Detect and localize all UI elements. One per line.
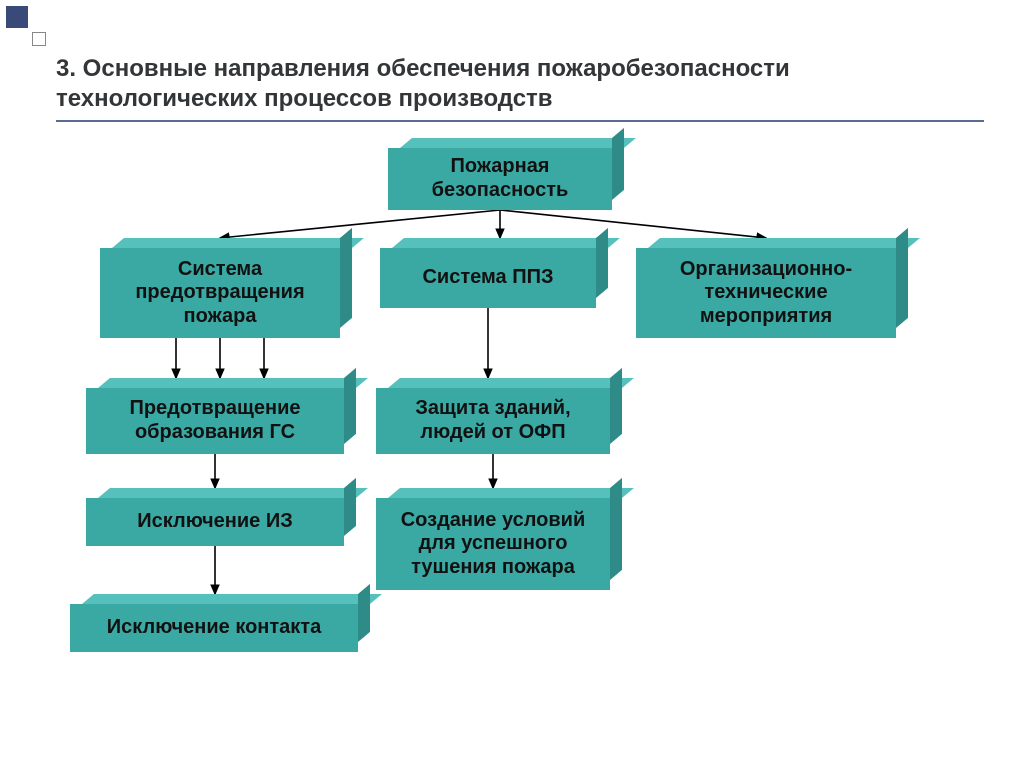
node-root: Пожарнаябезопасность	[388, 148, 612, 210]
node-label: Защита зданий,людей от ОФП	[415, 397, 570, 444]
node-label: Система ППЗ	[422, 266, 553, 290]
node-c1c: Исключение контакта	[70, 604, 358, 652]
deco-square-large	[6, 6, 28, 28]
node-c1: Системапредотвращенияпожара	[100, 248, 340, 338]
node-c2: Система ППЗ	[380, 248, 596, 308]
corner-decoration	[6, 6, 50, 50]
node-label: Организационно-техническиемероприятия	[680, 258, 852, 329]
title-underline	[56, 120, 984, 122]
node-c2b: Создание условийдля успешноготушения пож…	[376, 498, 610, 590]
node-label: Пожарнаябезопасность	[432, 155, 569, 202]
node-label: Исключение контакта	[107, 616, 321, 640]
node-label: Предотвращениеобразования ГС	[129, 397, 300, 444]
node-label: Исключение ИЗ	[137, 510, 292, 534]
node-c1a: Предотвращениеобразования ГС	[86, 388, 344, 454]
node-c1b: Исключение ИЗ	[86, 498, 344, 546]
node-label: Системапредотвращенияпожара	[135, 258, 304, 329]
node-c2a: Защита зданий,людей от ОФП	[376, 388, 610, 454]
slide-title: 3. Основные направления обеспечения пожа…	[56, 54, 984, 114]
deco-square-small	[32, 32, 46, 46]
node-label: Создание условийдля успешноготушения пож…	[401, 509, 586, 580]
node-c3: Организационно-техническиемероприятия	[636, 248, 896, 338]
